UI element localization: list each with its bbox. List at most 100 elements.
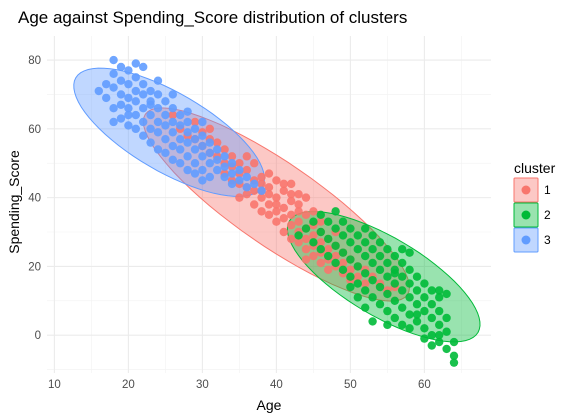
data-points: [94, 55, 459, 367]
data-point-cluster-2: [427, 330, 436, 340]
data-point-cluster-3: [198, 176, 207, 185]
data-point-cluster-1: [287, 196, 296, 206]
data-point-cluster-3: [139, 79, 148, 89]
data-point-cluster-1: [279, 186, 288, 195]
legend-label-3: 3: [544, 233, 551, 247]
data-point-cluster-3: [146, 100, 155, 109]
data-point-cluster-1: [316, 217, 325, 226]
data-point-cluster-1: [309, 231, 318, 240]
data-point-cluster-2: [331, 258, 340, 268]
data-point-cluster-2: [383, 258, 392, 268]
data-point-cluster-3: [161, 148, 170, 158]
data-point-cluster-2: [375, 300, 385, 309]
data-point-cluster-2: [294, 231, 303, 240]
legend: cluster 1 2 3: [513, 160, 556, 253]
data-point-cluster-2: [346, 282, 355, 292]
data-point-cluster-3: [139, 90, 148, 99]
data-point-cluster-3: [116, 62, 126, 72]
data-point-cluster-2: [316, 227, 325, 237]
data-point-cluster-1: [301, 234, 311, 244]
data-point-cluster-1: [257, 179, 266, 189]
x-tick-label: 60: [418, 379, 431, 391]
data-point-cluster-2: [442, 289, 451, 299]
data-point-cluster-2: [338, 231, 348, 240]
data-point-cluster-2: [331, 241, 340, 250]
data-point-cluster-2: [398, 245, 407, 254]
data-point-cluster-1: [294, 207, 303, 216]
data-point-cluster-3: [176, 110, 185, 120]
data-point-cluster-2: [346, 272, 355, 281]
data-point-cluster-2: [375, 265, 385, 275]
data-point-cluster-3: [168, 104, 177, 113]
data-point-cluster-2: [375, 282, 385, 292]
data-point-cluster-2: [435, 330, 444, 340]
data-point-cluster-1: [272, 207, 281, 216]
data-point-cluster-3: [198, 131, 207, 140]
legend-title: cluster: [514, 160, 556, 176]
data-point-cluster-2: [316, 210, 325, 220]
data-point-cluster-1: [301, 245, 311, 254]
data-point-cluster-2: [420, 279, 429, 288]
data-point-cluster-2: [449, 351, 459, 361]
data-point-cluster-3: [124, 110, 133, 120]
data-point-cluster-3: [190, 145, 200, 154]
data-point-cluster-3: [139, 62, 148, 72]
data-point-cluster-3: [213, 145, 222, 154]
data-point-cluster-2: [338, 265, 348, 275]
data-point-cluster-2: [405, 265, 414, 275]
data-point-cluster-1: [272, 200, 281, 209]
data-point-cluster-3: [131, 110, 140, 120]
data-point-cluster-2: [361, 224, 370, 233]
data-point-cluster-3: [220, 152, 229, 161]
data-point-cluster-3: [161, 97, 170, 106]
data-point-cluster-3: [124, 121, 133, 130]
data-point-cluster-1: [205, 124, 214, 134]
data-point-cluster-3: [205, 138, 214, 147]
data-point-cluster-3: [153, 104, 163, 113]
data-point-cluster-3: [198, 117, 207, 127]
data-point-cluster-1: [316, 258, 325, 268]
data-point-cluster-2: [353, 279, 362, 288]
legend-marker-3: [521, 235, 531, 245]
data-point-cluster-2: [412, 317, 422, 326]
data-point-cluster-3: [153, 145, 163, 154]
data-point-cluster-2: [309, 217, 318, 226]
data-point-cluster-1: [301, 193, 311, 202]
data-point-cluster-3: [161, 110, 170, 120]
data-point-cluster-3: [227, 179, 237, 189]
data-point-cluster-2: [331, 207, 340, 216]
data-point-cluster-2: [420, 324, 429, 333]
data-point-cluster-2: [353, 231, 362, 240]
data-point-cluster-2: [346, 255, 355, 264]
data-point-cluster-2: [442, 313, 451, 323]
data-point-cluster-2: [346, 238, 355, 247]
data-point-cluster-2: [427, 286, 436, 295]
data-point-cluster-2: [383, 245, 392, 254]
data-point-cluster-1: [257, 207, 266, 216]
data-point-cluster-2: [427, 313, 436, 323]
data-point-cluster-2: [368, 317, 377, 326]
data-point-cluster-1: [220, 145, 229, 154]
legend-label-2: 2: [544, 208, 551, 222]
data-point-cluster-2: [398, 258, 407, 268]
data-point-cluster-3: [124, 79, 133, 89]
data-point-cluster-3: [198, 141, 207, 151]
data-point-cluster-2: [398, 286, 407, 295]
axis-ticks: 10 20 30 40 50 60 0 20 40 60 80: [28, 55, 431, 391]
x-tick-label: 30: [196, 379, 209, 391]
data-point-cluster-3: [109, 69, 118, 79]
data-point-cluster-3: [116, 114, 126, 123]
data-point-cluster-1: [264, 200, 274, 209]
data-point-cluster-1: [309, 251, 318, 261]
data-point-cluster-3: [176, 159, 185, 168]
data-point-cluster-3: [227, 159, 237, 168]
data-point-cluster-1: [250, 186, 259, 195]
data-point-cluster-1: [272, 217, 281, 226]
data-point-cluster-2: [361, 269, 370, 278]
data-point-cluster-3: [183, 107, 192, 116]
data-point-cluster-2: [449, 358, 459, 367]
data-point-cluster-1: [346, 265, 355, 275]
data-point-cluster-2: [398, 272, 407, 281]
x-tick-label: 50: [344, 379, 357, 391]
data-point-cluster-3: [153, 117, 163, 127]
